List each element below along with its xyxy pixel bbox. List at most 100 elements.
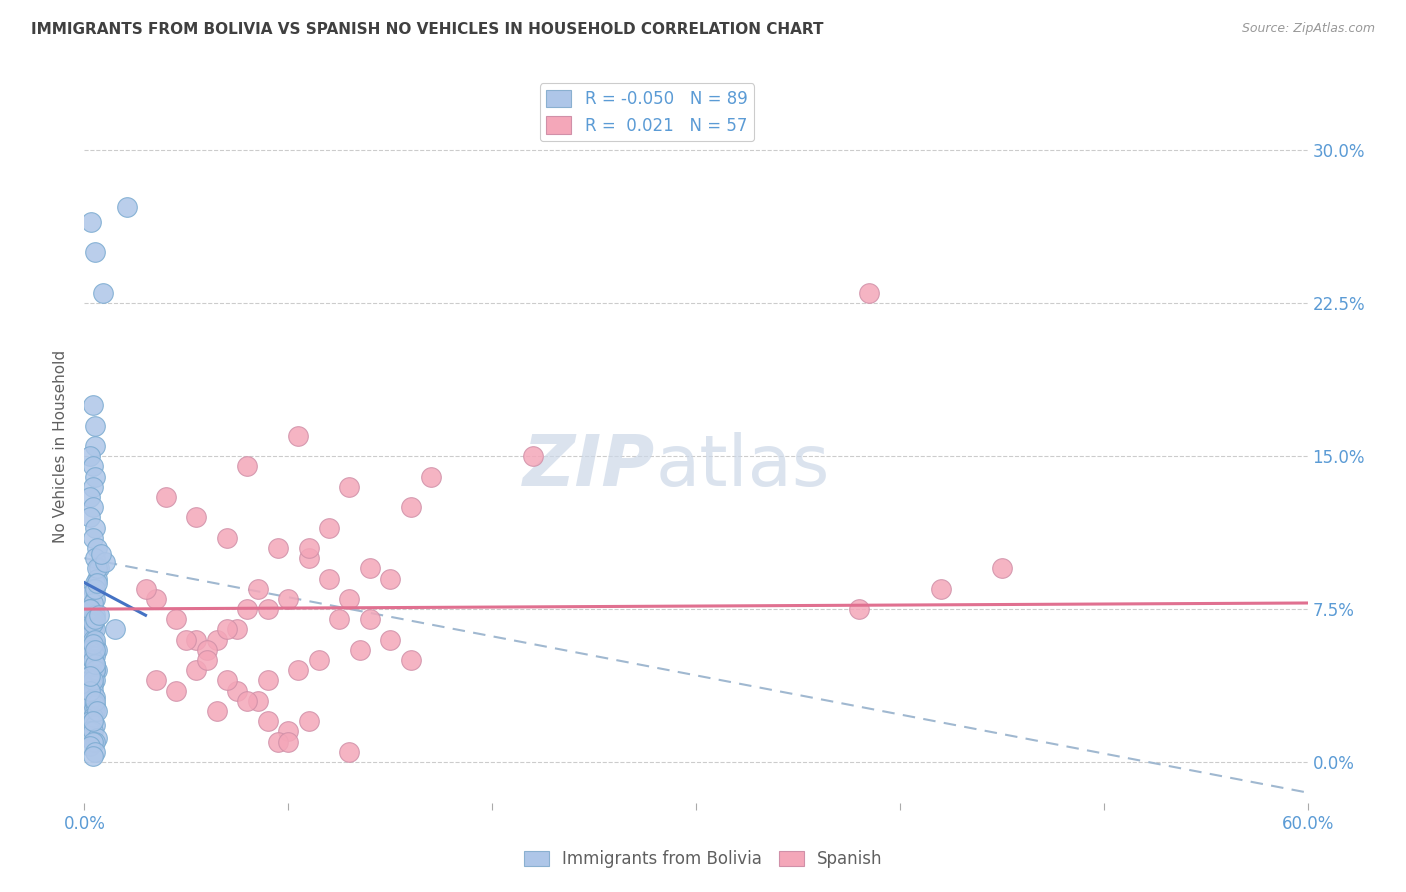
Point xyxy=(83,418,105,433)
Point xyxy=(287,429,309,443)
Point xyxy=(83,698,105,712)
Point xyxy=(236,459,259,474)
Point xyxy=(195,643,218,657)
Point xyxy=(83,632,105,647)
Point xyxy=(83,745,105,759)
Point xyxy=(86,704,108,718)
Point xyxy=(339,480,361,494)
Point xyxy=(79,449,101,463)
Point xyxy=(83,704,105,718)
Text: atlas: atlas xyxy=(655,432,830,501)
Point xyxy=(86,731,108,745)
Point xyxy=(82,616,104,631)
Point xyxy=(83,734,105,748)
Point xyxy=(83,673,105,688)
Point xyxy=(929,582,952,596)
Point xyxy=(82,582,104,596)
Point xyxy=(82,677,104,691)
Point xyxy=(82,669,104,683)
Point xyxy=(83,657,105,672)
Point xyxy=(82,683,104,698)
Point xyxy=(308,653,330,667)
Point xyxy=(86,663,108,677)
Point xyxy=(174,632,197,647)
Point xyxy=(86,575,108,590)
Point xyxy=(298,551,321,566)
Point xyxy=(205,632,228,647)
Point xyxy=(318,520,340,534)
Text: IMMIGRANTS FROM BOLIVIA VS SPANISH NO VEHICLES IN HOUSEHOLD CORRELATION CHART: IMMIGRANTS FROM BOLIVIA VS SPANISH NO VE… xyxy=(31,22,824,37)
Point xyxy=(86,643,108,657)
Point xyxy=(115,201,138,215)
Point xyxy=(277,724,299,739)
Point xyxy=(82,704,104,718)
Point xyxy=(298,714,321,729)
Point xyxy=(83,718,105,732)
Text: ZIP: ZIP xyxy=(523,432,655,501)
Point xyxy=(79,724,101,739)
Point xyxy=(145,673,167,688)
Y-axis label: No Vehicles in Household: No Vehicles in Household xyxy=(53,350,69,542)
Point xyxy=(79,643,101,657)
Point xyxy=(79,510,101,524)
Point xyxy=(82,724,104,739)
Point xyxy=(79,739,101,753)
Point xyxy=(79,602,101,616)
Point xyxy=(86,561,108,575)
Point xyxy=(83,591,105,606)
Legend: Immigrants from Bolivia, Spanish: Immigrants from Bolivia, Spanish xyxy=(517,844,889,875)
Point xyxy=(83,623,105,637)
Point xyxy=(83,612,105,626)
Point xyxy=(82,531,104,545)
Point xyxy=(359,612,381,626)
Point xyxy=(380,632,402,647)
Point xyxy=(83,694,105,708)
Point xyxy=(86,572,108,586)
Point xyxy=(155,490,177,504)
Point xyxy=(420,469,443,483)
Point xyxy=(83,439,105,453)
Point xyxy=(79,714,101,729)
Point xyxy=(186,663,208,677)
Point xyxy=(93,555,115,569)
Point xyxy=(195,653,218,667)
Point xyxy=(186,510,208,524)
Point xyxy=(83,663,105,677)
Point xyxy=(339,745,361,759)
Point xyxy=(318,572,340,586)
Point xyxy=(79,588,101,602)
Point xyxy=(83,643,105,657)
Point xyxy=(349,643,371,657)
Point xyxy=(82,694,104,708)
Point xyxy=(399,653,422,667)
Point xyxy=(82,734,104,748)
Point xyxy=(135,582,157,596)
Point xyxy=(246,582,269,596)
Point xyxy=(83,690,105,704)
Point xyxy=(82,710,104,724)
Point xyxy=(87,608,110,623)
Point xyxy=(82,637,104,651)
Point xyxy=(257,714,280,729)
Point xyxy=(83,608,105,623)
Point xyxy=(91,286,114,301)
Point xyxy=(380,572,402,586)
Point xyxy=(82,623,104,637)
Point xyxy=(79,490,101,504)
Point xyxy=(79,629,101,643)
Point xyxy=(82,500,104,515)
Point xyxy=(145,591,167,606)
Point xyxy=(267,541,290,555)
Point xyxy=(267,734,290,748)
Point xyxy=(399,500,422,515)
Point xyxy=(82,748,104,763)
Point xyxy=(104,623,127,637)
Point xyxy=(236,602,259,616)
Point xyxy=(522,449,544,463)
Point xyxy=(226,623,249,637)
Point xyxy=(83,520,105,534)
Point xyxy=(217,623,239,637)
Point xyxy=(339,591,361,606)
Point xyxy=(82,673,104,688)
Point xyxy=(328,612,350,626)
